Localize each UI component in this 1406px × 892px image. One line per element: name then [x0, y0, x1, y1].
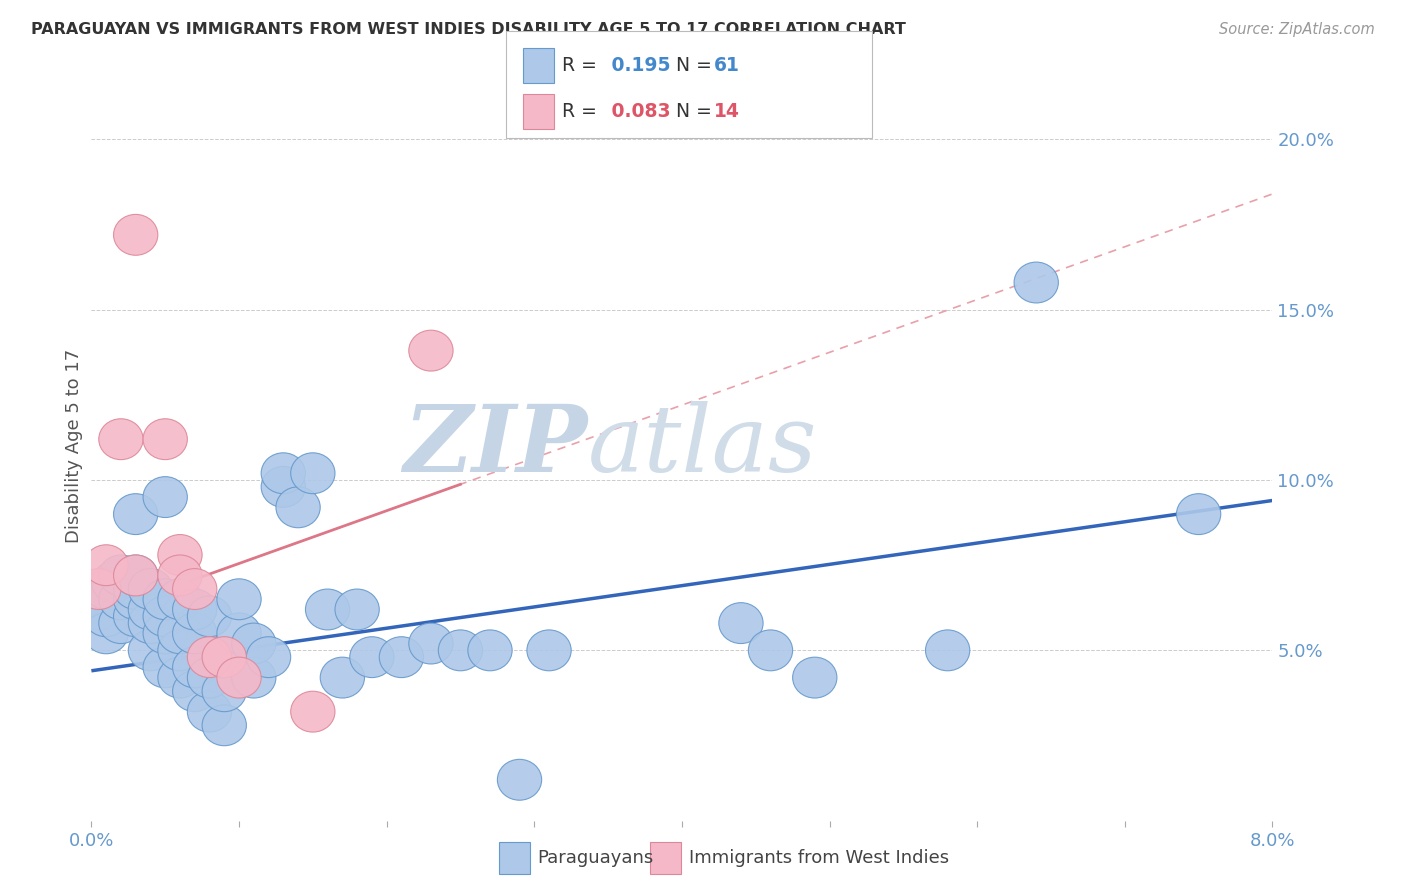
Ellipse shape — [246, 637, 291, 678]
Ellipse shape — [157, 657, 202, 698]
Ellipse shape — [202, 637, 246, 678]
Y-axis label: Disability Age 5 to 17: Disability Age 5 to 17 — [65, 349, 83, 543]
Ellipse shape — [1177, 493, 1220, 534]
Ellipse shape — [468, 630, 512, 671]
Ellipse shape — [143, 613, 187, 654]
Ellipse shape — [321, 657, 364, 698]
Ellipse shape — [98, 603, 143, 643]
Ellipse shape — [173, 568, 217, 609]
Ellipse shape — [276, 487, 321, 528]
Text: Source: ZipAtlas.com: Source: ZipAtlas.com — [1219, 22, 1375, 37]
Ellipse shape — [143, 418, 187, 459]
Ellipse shape — [84, 568, 128, 609]
Ellipse shape — [335, 589, 380, 630]
Ellipse shape — [114, 555, 157, 596]
Ellipse shape — [128, 589, 173, 630]
Text: 0.195: 0.195 — [605, 56, 671, 75]
Ellipse shape — [793, 657, 837, 698]
Ellipse shape — [409, 330, 453, 371]
Text: 61: 61 — [714, 56, 740, 75]
Ellipse shape — [498, 759, 541, 800]
Ellipse shape — [98, 418, 143, 459]
Ellipse shape — [98, 579, 143, 620]
Ellipse shape — [173, 647, 217, 688]
Ellipse shape — [143, 476, 187, 517]
Ellipse shape — [143, 596, 187, 637]
Ellipse shape — [380, 637, 423, 678]
Text: N =: N = — [664, 102, 717, 121]
Ellipse shape — [114, 555, 157, 596]
Ellipse shape — [202, 637, 246, 678]
Ellipse shape — [217, 579, 262, 620]
Ellipse shape — [187, 657, 232, 698]
Ellipse shape — [291, 453, 335, 493]
Ellipse shape — [143, 579, 187, 620]
Ellipse shape — [232, 657, 276, 698]
Ellipse shape — [84, 613, 128, 654]
Ellipse shape — [748, 630, 793, 671]
Ellipse shape — [157, 613, 202, 654]
Ellipse shape — [187, 637, 232, 678]
Ellipse shape — [128, 603, 173, 643]
Ellipse shape — [157, 579, 202, 620]
Text: 0.083: 0.083 — [605, 102, 671, 121]
Ellipse shape — [77, 589, 121, 630]
Text: Paraguayans: Paraguayans — [537, 849, 654, 867]
Ellipse shape — [187, 596, 232, 637]
Ellipse shape — [925, 630, 970, 671]
Ellipse shape — [84, 596, 128, 637]
Ellipse shape — [187, 691, 232, 732]
Ellipse shape — [157, 555, 202, 596]
Ellipse shape — [98, 555, 143, 596]
Ellipse shape — [91, 562, 135, 603]
Text: N =: N = — [664, 56, 717, 75]
Ellipse shape — [114, 568, 157, 609]
Ellipse shape — [262, 467, 305, 508]
Text: Immigrants from West Indies: Immigrants from West Indies — [689, 849, 949, 867]
Ellipse shape — [173, 589, 217, 630]
Ellipse shape — [305, 589, 350, 630]
Ellipse shape — [217, 657, 262, 698]
Text: 14: 14 — [714, 102, 740, 121]
Ellipse shape — [202, 705, 246, 746]
Text: R =: R = — [562, 102, 603, 121]
Text: atlas: atlas — [588, 401, 817, 491]
Ellipse shape — [350, 637, 394, 678]
Ellipse shape — [1014, 262, 1059, 303]
Ellipse shape — [157, 630, 202, 671]
Ellipse shape — [217, 613, 262, 654]
Ellipse shape — [77, 568, 121, 609]
Ellipse shape — [262, 453, 305, 493]
Ellipse shape — [157, 534, 202, 575]
Ellipse shape — [143, 647, 187, 688]
Ellipse shape — [114, 214, 157, 255]
Ellipse shape — [232, 624, 276, 664]
Ellipse shape — [114, 579, 157, 620]
Text: R =: R = — [562, 56, 603, 75]
Ellipse shape — [114, 493, 157, 534]
Ellipse shape — [202, 671, 246, 712]
Ellipse shape — [439, 630, 482, 671]
Ellipse shape — [173, 613, 217, 654]
Ellipse shape — [84, 545, 128, 586]
Ellipse shape — [291, 691, 335, 732]
Ellipse shape — [718, 603, 763, 643]
Ellipse shape — [128, 630, 173, 671]
Ellipse shape — [114, 596, 157, 637]
Ellipse shape — [173, 671, 217, 712]
Ellipse shape — [527, 630, 571, 671]
Text: PARAGUAYAN VS IMMIGRANTS FROM WEST INDIES DISABILITY AGE 5 TO 17 CORRELATION CHA: PARAGUAYAN VS IMMIGRANTS FROM WEST INDIE… — [31, 22, 905, 37]
Ellipse shape — [128, 568, 173, 609]
Ellipse shape — [409, 624, 453, 664]
Text: ZIP: ZIP — [404, 401, 588, 491]
